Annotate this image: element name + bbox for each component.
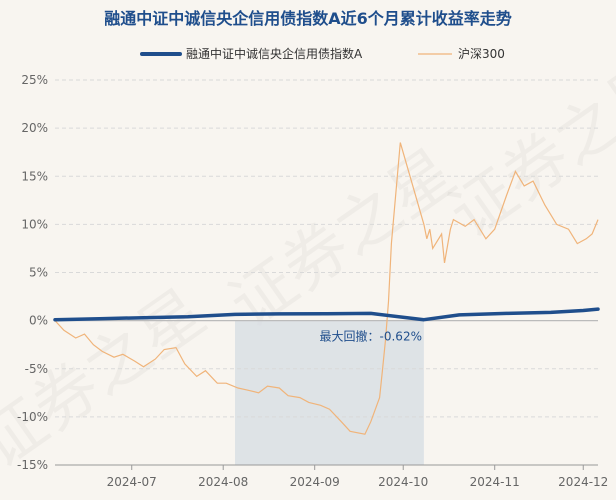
chart-title: 融通中证中诚信央企信用债指数A近6个月累计收益率走势 xyxy=(104,9,512,28)
y-tick-label-5: 10% xyxy=(21,217,48,231)
y-tick-label-7: 20% xyxy=(21,121,48,135)
x-tick-label-2: 2024-09 xyxy=(290,475,340,489)
plot-area: -15%-10%-5%0%5%10%15%20%25% 2024-07 2024-… xyxy=(17,73,608,489)
watermark-text-0: 证券之星 xyxy=(0,276,219,483)
y-tick-label-6: 15% xyxy=(21,169,48,183)
x-tick-label-1: 2024-08 xyxy=(198,475,248,489)
y-tick-label-2: -5% xyxy=(25,362,48,376)
watermark-text-2: 证券之星 xyxy=(437,46,616,253)
y-tick-label-8: 25% xyxy=(21,73,48,87)
series-line-fund xyxy=(53,307,600,322)
series-line-index xyxy=(54,142,599,435)
x-tick-label-4: 2024-11 xyxy=(470,475,520,489)
x-tick-label-5: 2024-12 xyxy=(558,475,608,489)
x-tick-label-3: 2024-10 xyxy=(378,475,428,489)
y-tick-label-3: 0% xyxy=(29,314,48,328)
legend-label-fund: 融通中证中诚信央企信用债指数A xyxy=(186,46,363,61)
legend-label-index: 沪深300 xyxy=(458,47,505,61)
legend: 融通中证中诚信央企信用债指数A 沪深300 xyxy=(140,46,505,61)
y-tick-label-0: -15% xyxy=(17,458,48,472)
max-drawdown-region xyxy=(235,320,424,465)
y-tick-label-4: 5% xyxy=(29,266,48,280)
x-axis: 2024-07 2024-08 2024-09 2024-10 2024-11 2024-… xyxy=(55,464,608,489)
max-drawdown-annotation: 最大回撤：-0.62% xyxy=(320,329,422,344)
x-tick-label-0: 2024-07 xyxy=(107,475,157,489)
y-axis: -15% -10% -5% 0% 5% 10% 15% 20% 25% xyxy=(17,73,48,472)
y-tick-label-1: -10% xyxy=(17,410,48,424)
